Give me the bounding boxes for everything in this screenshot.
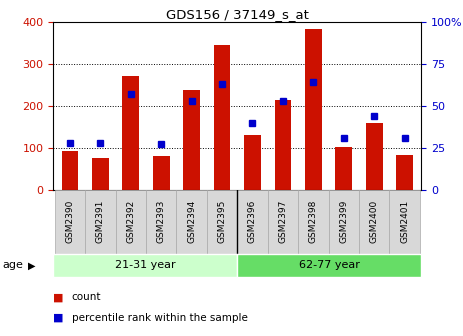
Text: GSM2390: GSM2390 (65, 200, 75, 244)
Text: ■: ■ (53, 292, 64, 302)
Text: 21-31 year: 21-31 year (115, 260, 175, 270)
Bar (183, 90, 200, 190)
Bar (275, 99, 291, 190)
FancyBboxPatch shape (116, 190, 146, 254)
FancyBboxPatch shape (146, 190, 176, 254)
FancyBboxPatch shape (268, 190, 298, 254)
Bar (62, 151, 78, 190)
Text: count: count (72, 292, 101, 302)
FancyBboxPatch shape (359, 190, 389, 254)
FancyBboxPatch shape (238, 190, 268, 254)
FancyBboxPatch shape (55, 190, 85, 254)
Bar (366, 123, 382, 190)
Title: GDS156 / 37149_s_at: GDS156 / 37149_s_at (166, 8, 309, 21)
Text: age: age (2, 260, 23, 270)
Text: GSM2399: GSM2399 (339, 200, 348, 244)
Bar (305, 29, 322, 190)
Text: GSM2393: GSM2393 (157, 200, 166, 244)
FancyBboxPatch shape (176, 190, 207, 254)
FancyBboxPatch shape (85, 190, 116, 254)
Text: 62-77 year: 62-77 year (299, 260, 360, 270)
FancyBboxPatch shape (207, 190, 238, 254)
Bar (335, 146, 352, 190)
Bar (122, 77, 139, 190)
Text: GSM2392: GSM2392 (126, 200, 135, 243)
Text: GSM2397: GSM2397 (278, 200, 288, 244)
Text: GSM2398: GSM2398 (309, 200, 318, 244)
Text: GSM2396: GSM2396 (248, 200, 257, 244)
Text: ■: ■ (53, 312, 64, 323)
FancyBboxPatch shape (389, 190, 420, 254)
FancyBboxPatch shape (298, 190, 329, 254)
FancyBboxPatch shape (53, 254, 238, 277)
Bar (153, 156, 169, 190)
Text: GSM2391: GSM2391 (96, 200, 105, 244)
Text: GSM2400: GSM2400 (369, 200, 379, 243)
FancyBboxPatch shape (329, 190, 359, 254)
Text: ▶: ▶ (28, 260, 35, 270)
Text: GSM2401: GSM2401 (400, 200, 409, 243)
Text: GSM2395: GSM2395 (218, 200, 226, 244)
Bar (244, 135, 261, 190)
FancyBboxPatch shape (238, 254, 421, 277)
Text: GSM2394: GSM2394 (187, 200, 196, 243)
Bar (214, 45, 231, 190)
Bar (396, 155, 413, 190)
Bar (92, 158, 109, 190)
Text: percentile rank within the sample: percentile rank within the sample (72, 312, 248, 323)
